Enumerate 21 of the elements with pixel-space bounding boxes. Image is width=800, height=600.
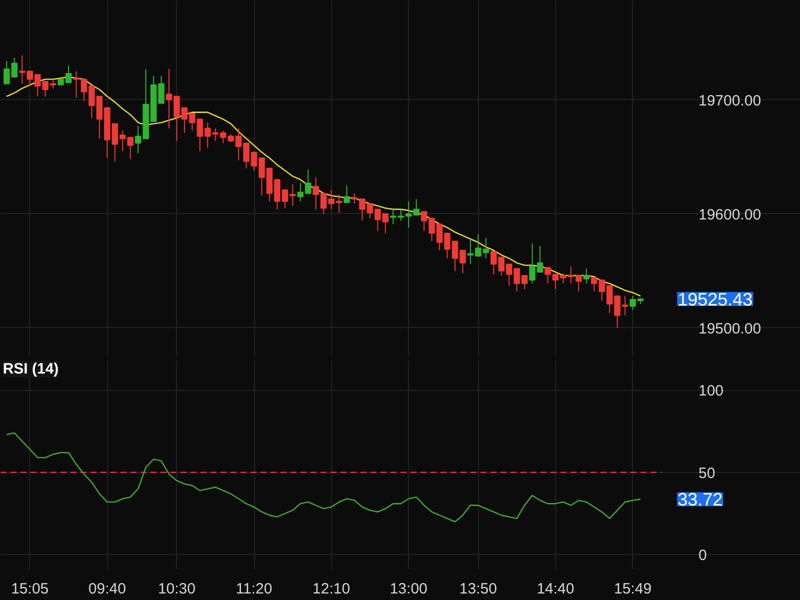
x-tick-label: 09:40 — [88, 580, 126, 598]
x-tick-label: 11:20 — [236, 580, 272, 598]
y-tick-label: 50 — [698, 464, 716, 482]
x-tick-label: 14:40 — [536, 580, 574, 598]
y-tick-label: 19700.00 — [698, 92, 762, 110]
x-tick-label: 15:49 — [614, 580, 652, 598]
x-tick-label: 10:30 — [158, 580, 196, 598]
candlestick — [344, 184, 350, 203]
text: 19525.43 — [678, 289, 753, 310]
x-tick-label: 13:50 — [459, 580, 497, 598]
line-series — [6, 432, 642, 522]
y-tick-label: 19600.00 — [698, 206, 762, 224]
x-tick-label: 15:05 — [11, 580, 49, 598]
y-tick-label: 19500.00 — [698, 320, 762, 338]
text: 33.72 — [678, 490, 723, 510]
x-tick-label: 12:10 — [312, 580, 350, 598]
candlestick — [583, 268, 590, 284]
y-tick-label: 0 — [698, 547, 707, 564]
chart-title: RSI (14) — [2, 360, 59, 378]
y-tick-label: 100 — [698, 382, 724, 400]
x-tick-label: 13:00 — [390, 580, 428, 598]
